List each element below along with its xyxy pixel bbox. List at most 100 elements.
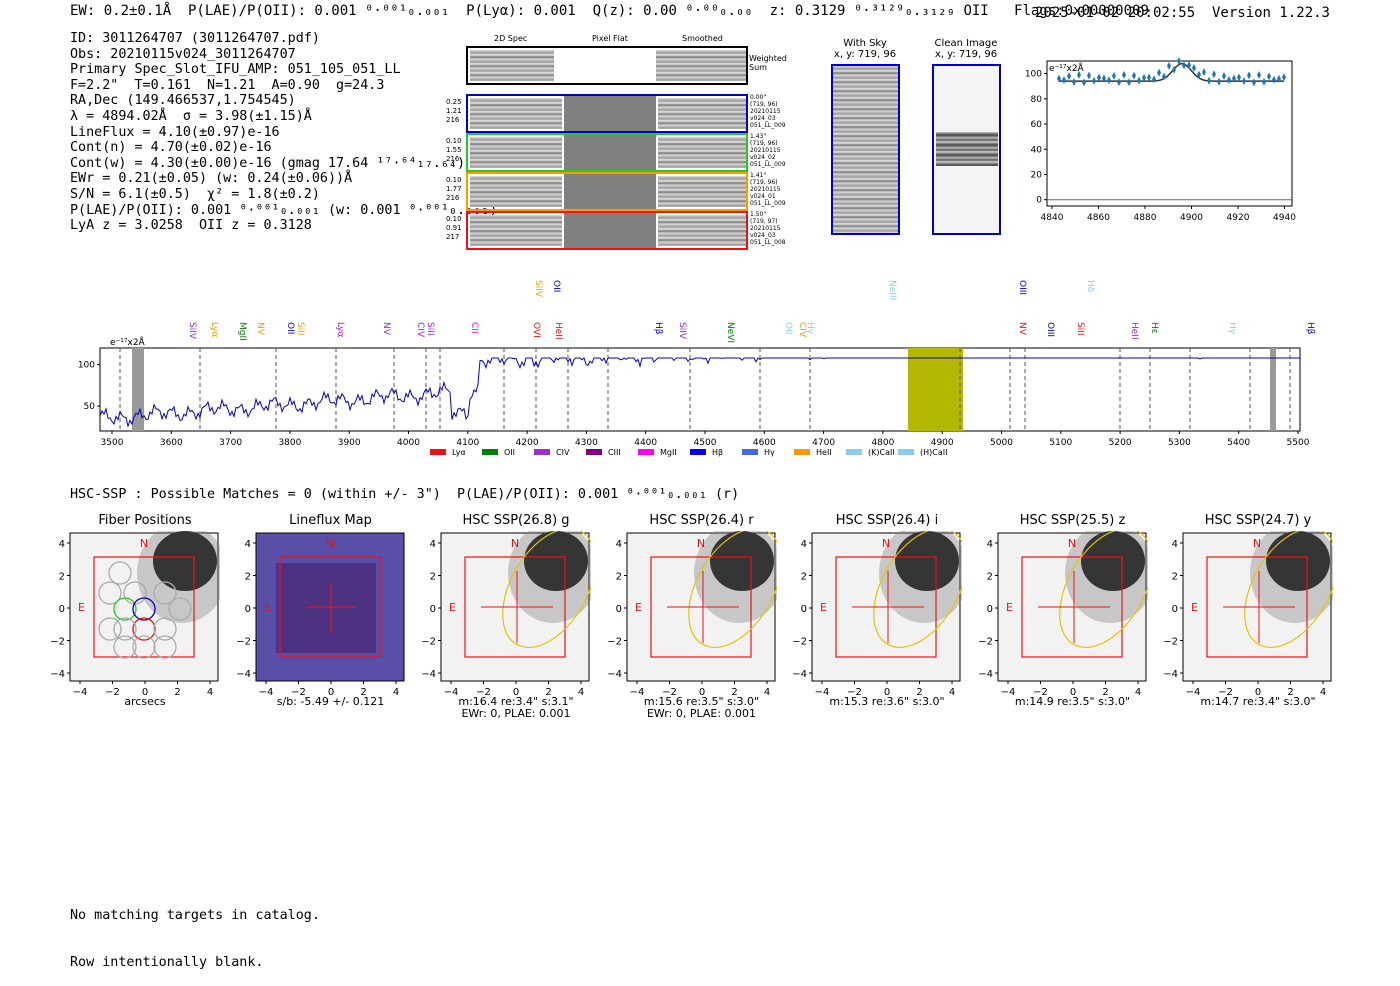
zoom-y-tick: 20 (1031, 170, 1043, 180)
footer-line-2: Row intentionally blank. (70, 954, 264, 970)
full-x-tick: 4000 (397, 438, 420, 448)
cutout-y-tick: 0 (1172, 604, 1178, 615)
cutout-y-tick: 0 (244, 604, 250, 615)
zoom-data-point (1282, 73, 1286, 82)
zoom-data-point (1247, 71, 1251, 80)
zoom-x-tick: 4940 (1273, 213, 1296, 223)
lower-line-label: Lyα (335, 322, 345, 338)
zoom-data-point (1187, 61, 1191, 70)
cutout-caption: arcsecs (124, 695, 166, 708)
cutout-y-tick: 2 (1172, 572, 1178, 583)
zoom-data-point (1087, 71, 1091, 80)
cutout-x-tick: 4 (578, 687, 584, 698)
fiber-circle (153, 617, 177, 641)
zoom-data-point (1257, 70, 1261, 79)
cutout-panel: Lineflux Map N E 4 2 0 −2 −4 −4 −2 0 2 4 s/b: -5.49 +… (236, 513, 426, 728)
zoom-data-point (1267, 72, 1271, 81)
lower-line-label: HeII (1129, 322, 1139, 340)
zoom-data-point (1152, 75, 1156, 84)
bright-source (524, 531, 588, 591)
fiber-circle (132, 635, 156, 659)
cutout-title: HSC SSP(26.4) i (835, 513, 939, 528)
east-label: E (635, 601, 642, 614)
cutout-y-tick: −2 (421, 637, 436, 648)
spec2d-row-right-values: 0.00" (719, 96) 20210115 v024_03 051_LL_009 (750, 94, 786, 129)
full-x-tick: 5000 (990, 438, 1013, 448)
zoom-y-tick: 80 (1031, 95, 1043, 105)
cutout-caption: s/b: -5.49 +/- 0.121 (276, 695, 385, 708)
cutout-x-tick: 0 (884, 687, 890, 698)
legend-label: (H)CaII (920, 448, 947, 457)
zoom-data-point (1197, 70, 1201, 79)
cutout-x-tick: −2 (662, 687, 677, 698)
spec2d-row-left-values: 0.10 0.91 217 (446, 215, 462, 241)
spec2d-row (466, 211, 748, 250)
zoom-x-tick: 4840 (1041, 213, 1064, 223)
zoom-data-point (1057, 74, 1061, 83)
col-title-pixelflat: Pixel Flat (592, 34, 628, 43)
east-label: E (449, 601, 456, 614)
cutout-y-tick: 2 (801, 572, 807, 583)
fiber-circle (153, 581, 177, 605)
fiber-circle (113, 597, 137, 621)
masked-region (1270, 348, 1276, 431)
zoom-data-point (1202, 68, 1206, 77)
east-label: E (820, 601, 827, 614)
zoom-y-tick: 60 (1031, 120, 1043, 130)
fiber-circle (98, 581, 122, 605)
legend-swatch (690, 449, 706, 455)
legend-label: Hβ (712, 448, 723, 457)
full-x-tick: 3700 (219, 438, 242, 448)
cutout-x-tick: 2 (360, 687, 366, 698)
zoom-data-point (1177, 57, 1181, 66)
north-label: N (882, 537, 890, 550)
cutout-x-tick: 4 (392, 687, 398, 698)
east-label: E (1006, 601, 1013, 614)
lower-line-label: SiIV (187, 322, 197, 340)
cutout-y-tick: −2 (1163, 637, 1178, 648)
info-line: EWr = 0.21(±0.05) (w: 0.24(±0.06))Å (70, 171, 353, 187)
lower-line-label: Hγ (805, 322, 815, 335)
info-line: Cont(n) = 4.70(±0.02)e-16 (70, 140, 272, 156)
north-label: N (696, 537, 704, 550)
clean-image-title: Clean Image x, y: 719, 96 (934, 38, 998, 60)
north-label: N (1253, 537, 1261, 550)
cutout-x-tick: −4 (73, 687, 88, 698)
cutout-y-tick: −2 (607, 637, 622, 648)
legend-swatch (638, 449, 654, 455)
cutout-x-tick: 4 (1134, 687, 1140, 698)
cutout-y-tick: 4 (430, 539, 436, 550)
cutout-x-tick: −2 (105, 687, 120, 698)
cutout-y-tick: 0 (986, 604, 992, 615)
zoom-x-tick: 4880 (1134, 213, 1157, 223)
galaxy-ellipse (1058, 531, 1148, 649)
cutout-panel: HSC SSP(24.7) y N E 4 2 0 −2 −4 −4 −2 0 2 4 m:14.7 re… (1163, 513, 1353, 728)
zoom-x-tick: 4920 (1227, 213, 1250, 223)
info-line: Obs: 20210115v024_3011264707 (70, 46, 296, 62)
cutout-x-tick: 4 (763, 687, 769, 698)
info-line: F=2.2" T=0.161 N=1.21 A=0.90 g=24.3 (70, 77, 385, 93)
fiber-circle (168, 597, 192, 621)
cutout-x-tick: −4 (258, 687, 273, 698)
fiber-circle (153, 635, 177, 659)
info-line: S/N = 6.1(±0.5) χ² = 1.8(±0.2) (70, 186, 320, 202)
info-line: LineFlux = 4.10(±0.97)e-16 (70, 124, 280, 140)
lower-line-label: CIV (415, 322, 425, 338)
hsc-summary: HSC-SSP : Possible Matches = 0 (within +… (70, 487, 740, 502)
zoom-spectrum-chart: 100 80 60 40 20 0 4840 4860 4880 4900 4920 4940 e⁻¹⁷… (1025, 57, 1296, 223)
zoom-data-point (1102, 74, 1106, 83)
zoom-data-point (1142, 73, 1146, 82)
spec2d-row-left-values: 0.25 1.21 216 (446, 98, 462, 124)
zoom-model-line (1059, 62, 1284, 82)
cutout-y-tick: 0 (615, 604, 621, 615)
spec2d-row-right-values: 1.43" (719, 96) 20210115 v024_02 051_LL_009 (750, 133, 786, 168)
lower-line-label: OII (783, 322, 793, 334)
zoom-data-point (1207, 76, 1211, 85)
full-x-tick: 3600 (160, 438, 183, 448)
zoom-data-point (1272, 75, 1276, 84)
legend-label: MgII (660, 448, 677, 457)
full-x-tick: 5100 (1049, 438, 1072, 448)
cutout-y-tick: 2 (244, 572, 250, 583)
zoom-data-point (1092, 76, 1096, 85)
legend-swatch (430, 449, 446, 455)
